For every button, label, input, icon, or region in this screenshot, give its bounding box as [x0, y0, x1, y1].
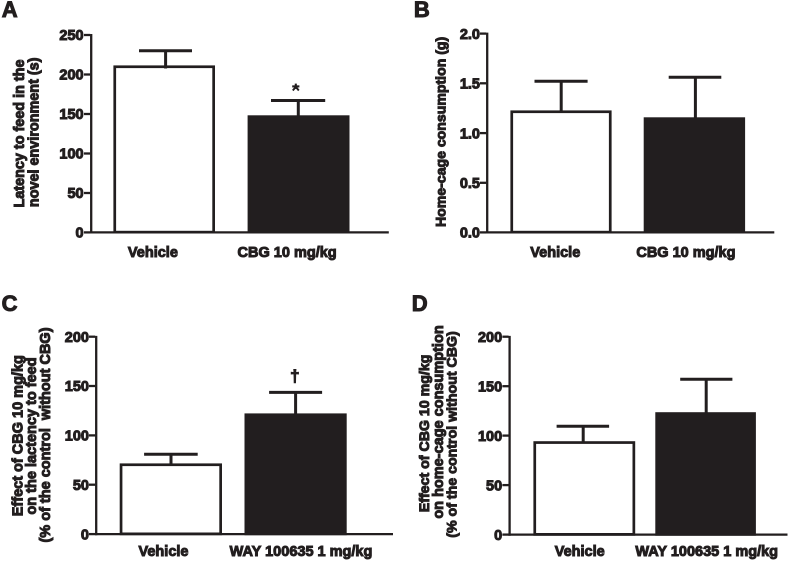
svg-text:100: 100 — [478, 429, 502, 445]
svg-text:50: 50 — [67, 186, 83, 202]
svg-text:0: 0 — [494, 528, 502, 544]
svg-text:50: 50 — [73, 478, 89, 494]
svg-text:100: 100 — [59, 147, 83, 163]
svg-text:50: 50 — [486, 478, 502, 494]
svg-text:0: 0 — [76, 226, 84, 242]
svg-text:C: C — [2, 291, 18, 316]
svg-text:(% of the control without CBG: (% of the control without CBG) — [38, 327, 54, 542]
svg-text:250: 250 — [59, 28, 83, 44]
svg-text:WAY 100635 1 mg/kg: WAY 100635 1 mg/kg — [230, 544, 373, 560]
svg-text:Latency to feed in the: Latency to feed in the — [12, 60, 28, 208]
svg-text:Vehicle: Vehicle — [139, 544, 189, 560]
svg-text:on the lactency to feed: on the lactency to feed — [24, 357, 40, 514]
svg-text:200: 200 — [65, 330, 89, 346]
svg-text:CBG 10 mg/kg: CBG 10 mg/kg — [238, 245, 337, 261]
svg-text:150: 150 — [478, 379, 502, 395]
svg-text:novel environment (s): novel environment (s) — [27, 57, 43, 207]
svg-text:100: 100 — [65, 429, 89, 445]
svg-text:150: 150 — [65, 379, 89, 395]
svg-text:1.0: 1.0 — [460, 126, 480, 142]
svg-text:0.5: 0.5 — [460, 176, 480, 192]
svg-text:D: D — [412, 291, 428, 316]
svg-text:B: B — [414, 0, 430, 22]
svg-text:1.5: 1.5 — [460, 77, 480, 93]
svg-text:A: A — [2, 0, 18, 22]
svg-text:Effect of CBG 10 mg/kg: Effect of CBG 10 mg/kg — [10, 355, 26, 516]
svg-text:Vehicle: Vehicle — [555, 544, 605, 560]
svg-text:†: † — [290, 367, 299, 386]
svg-text:(% of the control without CBG): (% of the control without CBG) — [445, 331, 461, 538]
svg-text:150: 150 — [59, 107, 83, 123]
svg-text:2.0: 2.0 — [460, 27, 480, 43]
svg-text:CBG 10 mg/kg: CBG 10 mg/kg — [636, 245, 735, 261]
svg-text:Effect of CBG 10 mg/kg: Effect of CBG 10 mg/kg — [417, 355, 433, 513]
svg-text:Home-cage consumption (g): Home-cage consumption (g) — [433, 37, 449, 227]
svg-text:Vehicle: Vehicle — [128, 245, 178, 261]
svg-text:Vehicle: Vehicle — [530, 245, 580, 261]
svg-text:WAY 100635 1 mg/kg: WAY 100635 1 mg/kg — [635, 544, 778, 560]
svg-text:200: 200 — [478, 330, 502, 346]
svg-text:0: 0 — [81, 527, 89, 543]
svg-text:on home-cage consumption: on home-cage consumption — [431, 325, 447, 518]
svg-text:0.0: 0.0 — [460, 226, 480, 242]
svg-text:200: 200 — [59, 68, 83, 84]
